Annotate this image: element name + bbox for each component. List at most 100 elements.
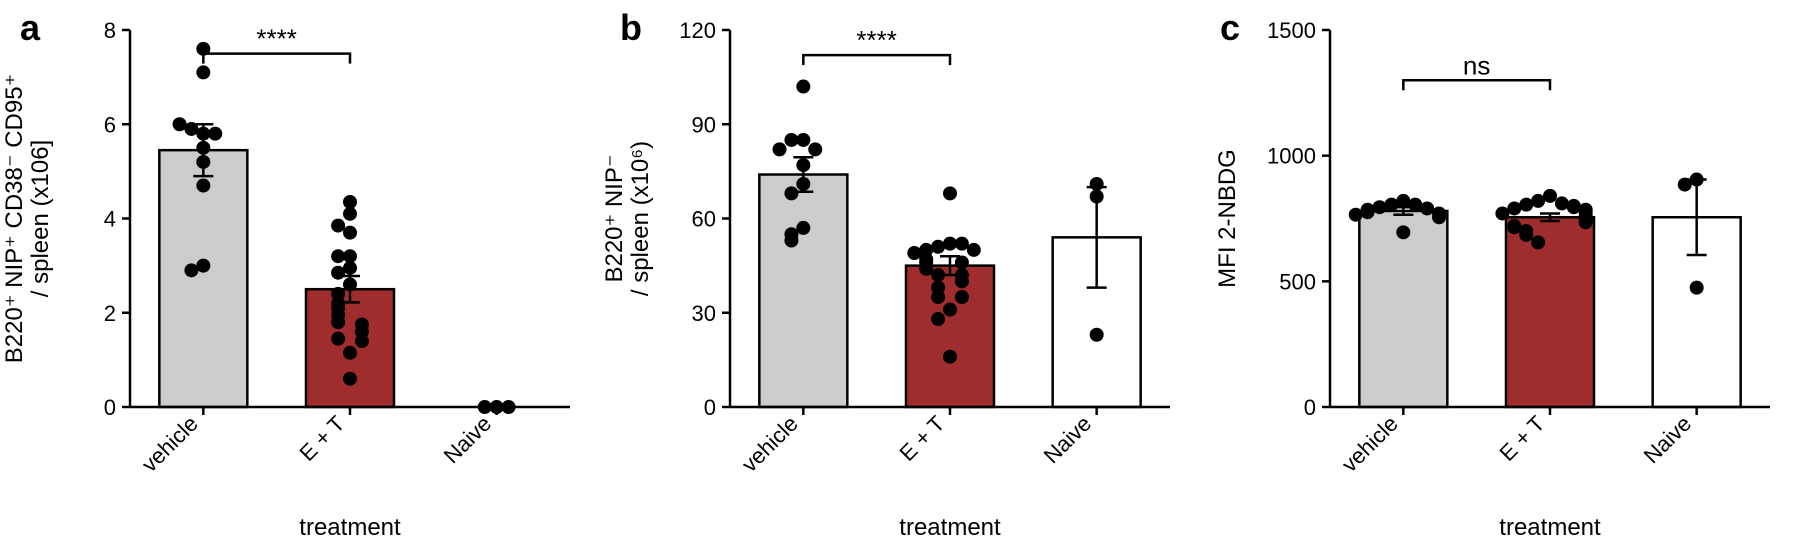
data-point xyxy=(184,263,198,277)
x-axis-label: treatment xyxy=(299,514,401,541)
y-tick-label: 120 xyxy=(679,18,716,43)
data-point xyxy=(1396,225,1410,239)
y-tick-label: 500 xyxy=(1279,269,1316,294)
data-point xyxy=(943,303,957,317)
data-point xyxy=(907,246,921,260)
significance-bracket xyxy=(203,54,350,64)
data-point xyxy=(931,268,945,282)
bar xyxy=(1506,217,1594,407)
panel-a: avehicleE + TNaive02468B220⁺ NIP⁺ CD38⁻ … xyxy=(0,0,600,547)
data-point xyxy=(1567,200,1581,214)
y-tick-label: 90 xyxy=(692,112,716,137)
panel-b: bvehicleE + TNaive0306090120B220⁺ NIP⁻/ … xyxy=(600,0,1200,547)
data-point xyxy=(943,350,957,364)
data-point xyxy=(343,346,357,360)
x-tick-label: vehicle xyxy=(1337,411,1403,477)
data-point xyxy=(796,80,810,94)
data-point xyxy=(955,290,969,304)
data-point xyxy=(1373,200,1387,214)
x-tick-label: Naive xyxy=(1039,411,1096,468)
data-point xyxy=(1690,281,1704,295)
data-point xyxy=(796,221,810,235)
y-tick-label: 0 xyxy=(1304,395,1316,420)
bar xyxy=(906,266,994,407)
x-tick-label: Naive xyxy=(439,411,496,468)
data-point xyxy=(1531,194,1545,208)
y-tick-label: 8 xyxy=(104,18,116,43)
bar xyxy=(759,175,847,407)
data-point xyxy=(196,179,210,193)
data-point xyxy=(931,290,945,304)
panel-letter: b xyxy=(620,7,642,48)
bar xyxy=(1359,211,1447,407)
data-point xyxy=(1408,198,1422,212)
data-point xyxy=(184,122,198,136)
data-point xyxy=(784,133,798,147)
data-point xyxy=(1678,178,1692,192)
x-tick-label: E + T xyxy=(1495,411,1550,466)
data-point xyxy=(955,255,969,269)
data-point xyxy=(784,233,798,247)
y-axis-label: MFI 2-NBDG xyxy=(1214,149,1241,288)
y-tick-label: 6 xyxy=(104,112,116,137)
y-tick-label: 60 xyxy=(692,207,716,232)
data-point xyxy=(196,155,210,169)
data-point xyxy=(1495,206,1509,220)
data-point xyxy=(1349,208,1363,222)
data-point xyxy=(1519,228,1533,242)
x-tick-label: E + T xyxy=(895,411,950,466)
data-point xyxy=(1519,198,1533,212)
panel-letter: a xyxy=(20,7,41,48)
y-tick-label: 30 xyxy=(692,301,716,326)
data-point xyxy=(196,65,210,79)
data-point xyxy=(796,158,810,172)
data-point xyxy=(1432,210,1446,224)
y-tick-label: 0 xyxy=(704,395,716,420)
data-point xyxy=(1090,177,1104,191)
data-point xyxy=(931,312,945,326)
y-axis-label: B220⁺ NIP⁻/ spleen (x10⁶) xyxy=(601,141,654,296)
data-point xyxy=(808,142,822,156)
data-point xyxy=(331,249,345,263)
panel-letter: c xyxy=(1220,7,1240,48)
data-point xyxy=(919,262,933,276)
data-point xyxy=(1531,235,1545,249)
data-point xyxy=(173,117,187,131)
x-tick-label: vehicle xyxy=(137,411,203,477)
data-point xyxy=(1090,190,1104,204)
data-point xyxy=(331,219,345,233)
data-point xyxy=(784,186,798,200)
data-point xyxy=(331,332,345,346)
data-point xyxy=(943,186,957,200)
data-point xyxy=(1690,173,1704,187)
data-point xyxy=(208,127,222,141)
x-tick-label: Naive xyxy=(1639,411,1696,468)
data-point xyxy=(343,261,357,275)
data-point xyxy=(1384,198,1398,212)
x-axis-label: treatment xyxy=(1499,514,1601,541)
y-tick-label: 1500 xyxy=(1267,18,1316,43)
data-point xyxy=(955,274,969,288)
y-axis-label: B220⁺ NIP⁺ CD38⁻ CD95⁺/ spleen (x106] xyxy=(1,74,54,363)
data-point xyxy=(1396,194,1410,208)
data-point xyxy=(343,226,357,240)
data-point xyxy=(343,277,357,291)
data-point xyxy=(1420,201,1434,215)
y-tick-label: 2 xyxy=(104,301,116,326)
data-point xyxy=(1090,328,1104,342)
data-point xyxy=(355,334,369,348)
data-point xyxy=(931,240,945,254)
significance-bracket xyxy=(803,55,950,65)
data-point xyxy=(967,243,981,257)
x-axis-label: treatment xyxy=(899,514,1001,541)
significance-label: **** xyxy=(856,25,896,55)
y-tick-label: 0 xyxy=(104,395,116,420)
data-point xyxy=(331,315,345,329)
significance-bracket xyxy=(1403,80,1550,90)
data-point xyxy=(1507,220,1521,234)
y-tick-label: 1000 xyxy=(1267,144,1316,169)
data-point xyxy=(1555,196,1569,210)
panel-c: c vehicle E + T Naive 0 500 1000 1500 MFI 2-NBDG… xyxy=(1200,0,1800,547)
significance-label: **** xyxy=(256,24,296,54)
x-tick-label: E + T xyxy=(295,411,350,466)
